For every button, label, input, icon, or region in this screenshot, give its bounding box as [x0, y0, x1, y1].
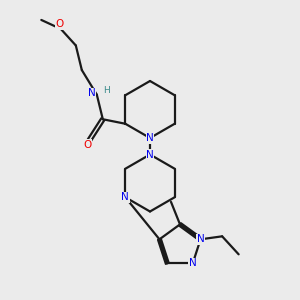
Text: O: O	[55, 20, 63, 29]
Text: N: N	[122, 192, 129, 202]
Text: N: N	[146, 149, 154, 160]
Text: H: H	[103, 85, 110, 94]
Text: O: O	[84, 140, 92, 150]
Text: N: N	[146, 133, 154, 143]
Text: N: N	[197, 234, 204, 244]
Text: N: N	[189, 259, 196, 269]
Text: N: N	[88, 88, 95, 98]
